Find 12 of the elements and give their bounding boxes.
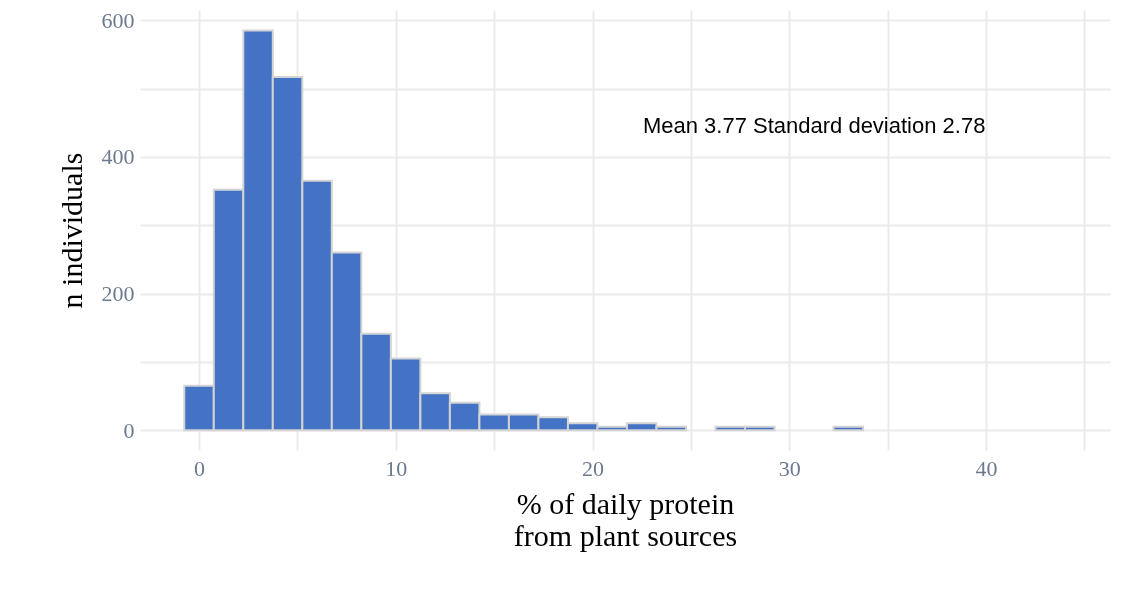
annotation: Mean 3.77 Standard deviation 2.78 bbox=[642, 113, 986, 138]
x-tick-label: 30 bbox=[778, 455, 801, 481]
x-axis-title: % of daily protein from plant sources bbox=[513, 486, 738, 552]
y-tick-label: 0 bbox=[123, 417, 135, 443]
x-tick-label: 10 bbox=[385, 455, 408, 481]
x-tick-label: 40 bbox=[975, 455, 998, 481]
y-tick-label: 200 bbox=[101, 281, 135, 307]
x-tick-label: 20 bbox=[582, 455, 605, 481]
x-tick-label: 0 bbox=[194, 455, 206, 481]
y-axis-title: n individuals bbox=[54, 152, 88, 309]
y-tick-label: 600 bbox=[101, 7, 135, 33]
y-tick-label: 400 bbox=[101, 144, 135, 170]
